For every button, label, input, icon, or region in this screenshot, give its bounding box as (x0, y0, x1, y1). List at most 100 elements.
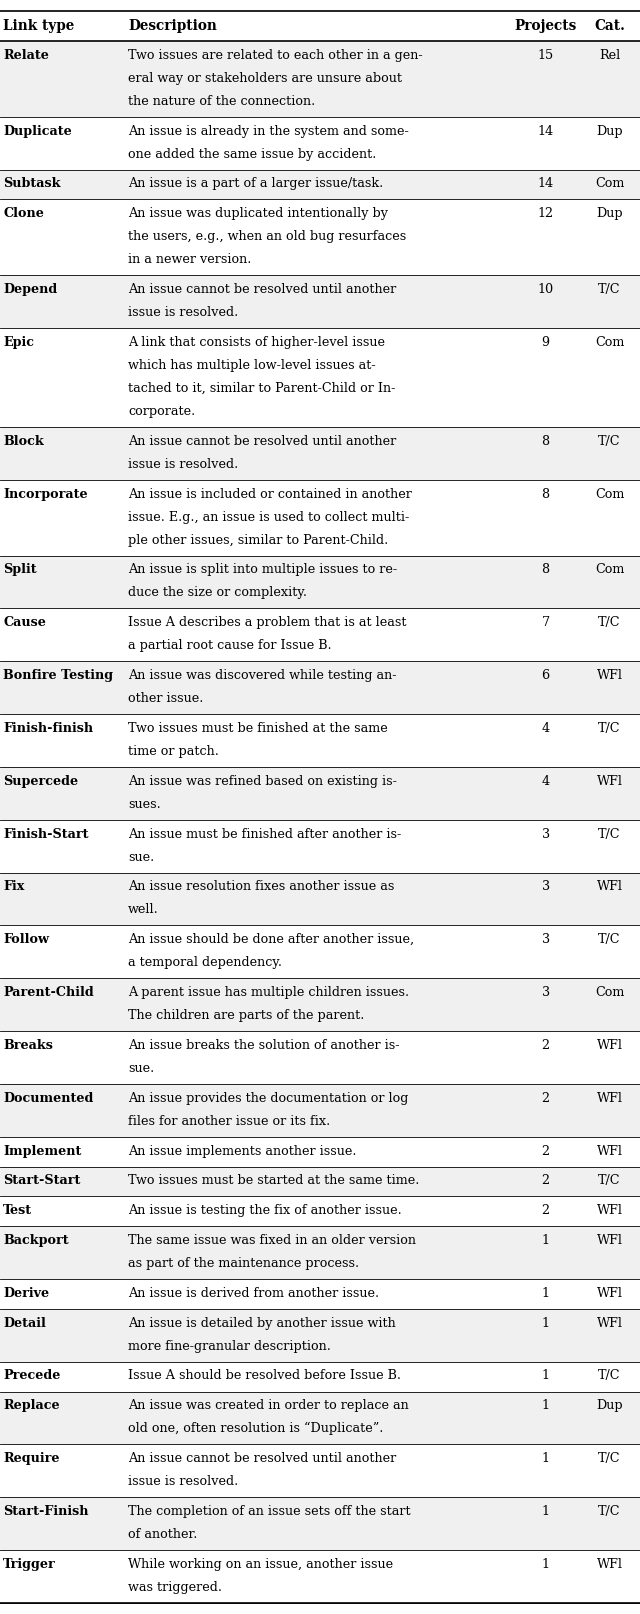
Bar (0, 328, 640, 428)
Text: eral way or stakeholders are unsure about: eral way or stakeholders are unsure abou… (128, 71, 402, 84)
Bar (0, 662, 640, 713)
Text: 12: 12 (538, 207, 554, 220)
Text: 15: 15 (538, 48, 554, 61)
Bar (0, 978, 640, 1031)
Text: Com: Com (595, 986, 624, 999)
Text: files for another issue or its fix.: files for another issue or its fix. (128, 1115, 330, 1128)
Text: Two issues must be finished at the same: Two issues must be finished at the same (128, 721, 388, 734)
Text: a partial root cause for Issue B.: a partial root cause for Issue B. (128, 639, 332, 652)
Text: tached to it, similar to Parent-Child or In-: tached to it, similar to Parent-Child or… (128, 383, 396, 395)
Text: An issue breaks the solution of another is-: An issue breaks the solution of another … (128, 1039, 399, 1052)
Text: 14: 14 (538, 124, 554, 137)
Text: Depend: Depend (3, 282, 58, 295)
Text: Implement: Implement (3, 1144, 81, 1157)
Text: other issue.: other issue. (128, 692, 204, 705)
Text: Cat.: Cat. (594, 19, 625, 32)
Text: 1: 1 (541, 1453, 550, 1466)
Text: issue. E.g., an issue is used to collect multi-: issue. E.g., an issue is used to collect… (128, 510, 409, 523)
Text: Com: Com (595, 336, 624, 349)
Text: issue is resolved.: issue is resolved. (128, 458, 238, 471)
Text: sue.: sue. (128, 851, 154, 863)
Text: Incorporate: Incorporate (3, 487, 88, 500)
Text: 2: 2 (541, 1204, 550, 1217)
Bar (0, 555, 640, 608)
Text: WFl: WFl (596, 1144, 623, 1157)
Text: Description: Description (128, 19, 217, 32)
Bar (0, 1549, 640, 1603)
Text: 1: 1 (541, 1504, 550, 1517)
Text: Block: Block (3, 434, 44, 447)
Text: Split: Split (3, 563, 37, 576)
Text: 7: 7 (541, 617, 550, 629)
Text: ple other issues, similar to Parent-Child.: ple other issues, similar to Parent-Chil… (128, 534, 388, 547)
Text: 1: 1 (541, 1286, 550, 1299)
Bar (0, 820, 640, 873)
Bar (0, 1031, 640, 1085)
Text: The completion of an issue sets off the start: The completion of an issue sets off the … (128, 1504, 411, 1517)
Text: Com: Com (595, 178, 624, 190)
Text: WFl: WFl (596, 775, 623, 788)
Text: 1: 1 (541, 1235, 550, 1248)
Text: WFl: WFl (596, 1235, 623, 1248)
Text: Dup: Dup (596, 124, 623, 137)
Text: Rel: Rel (599, 48, 620, 61)
Bar (0, 1309, 640, 1362)
Text: An issue is split into multiple issues to re-: An issue is split into multiple issues t… (128, 563, 397, 576)
Text: Issue A should be resolved before Issue B.: Issue A should be resolved before Issue … (128, 1369, 401, 1383)
Text: one added the same issue by accident.: one added the same issue by accident. (128, 147, 376, 160)
Text: Precede: Precede (3, 1369, 61, 1383)
Text: issue is resolved.: issue is resolved. (128, 1475, 238, 1488)
Text: Finish-Start: Finish-Start (3, 828, 89, 841)
Text: sue.: sue. (128, 1062, 154, 1075)
Text: T/C: T/C (598, 1504, 621, 1517)
Text: An issue cannot be resolved until another: An issue cannot be resolved until anothe… (128, 434, 396, 447)
Text: 3: 3 (541, 986, 550, 999)
Text: An issue was refined based on existing is-: An issue was refined based on existing i… (128, 775, 397, 788)
Text: was triggered.: was triggered. (128, 1580, 222, 1593)
Bar (0, 40, 640, 116)
Text: Epic: Epic (3, 336, 34, 349)
Text: The children are parts of the parent.: The children are parts of the parent. (128, 1009, 364, 1022)
Text: Subtask: Subtask (3, 178, 61, 190)
Text: WFl: WFl (596, 1091, 623, 1104)
Text: Follow: Follow (3, 933, 49, 946)
Text: 8: 8 (541, 487, 550, 500)
Bar (0, 1227, 640, 1278)
Bar (0, 1498, 640, 1549)
Text: A parent issue has multiple children issues.: A parent issue has multiple children iss… (128, 986, 409, 999)
Text: 9: 9 (541, 336, 550, 349)
Text: Clone: Clone (3, 207, 44, 220)
Bar (0, 873, 640, 925)
Text: 2: 2 (541, 1175, 550, 1188)
Text: Link type: Link type (3, 19, 74, 32)
Text: 4: 4 (541, 721, 550, 734)
Text: Two issues must be started at the same time.: Two issues must be started at the same t… (128, 1175, 419, 1188)
Bar (0, 11, 640, 40)
Text: WFl: WFl (596, 1204, 623, 1217)
Bar (0, 428, 640, 479)
Text: 8: 8 (541, 434, 550, 447)
Bar (0, 767, 640, 820)
Text: An issue resolution fixes another issue as: An issue resolution fixes another issue … (128, 880, 394, 893)
Bar (0, 200, 640, 276)
Text: Require: Require (3, 1453, 60, 1466)
Text: Replace: Replace (3, 1399, 60, 1412)
Text: old one, often resolution is “Duplicate”.: old one, often resolution is “Duplicate”… (128, 1422, 383, 1435)
Text: Com: Com (595, 563, 624, 576)
Text: An issue is testing the fix of another issue.: An issue is testing the fix of another i… (128, 1204, 402, 1217)
Bar (0, 1136, 640, 1167)
Text: Parent-Child: Parent-Child (3, 986, 94, 999)
Text: 3: 3 (541, 828, 550, 841)
Text: sues.: sues. (128, 797, 161, 810)
Text: which has multiple low-level issues at-: which has multiple low-level issues at- (128, 358, 376, 371)
Text: 1: 1 (541, 1558, 550, 1570)
Text: Breaks: Breaks (3, 1039, 53, 1052)
Text: T/C: T/C (598, 617, 621, 629)
Text: An issue cannot be resolved until another: An issue cannot be resolved until anothe… (128, 282, 396, 295)
Text: the users, e.g., when an old bug resurfaces: the users, e.g., when an old bug resurfa… (128, 231, 406, 244)
Text: An issue is a part of a larger issue/task.: An issue is a part of a larger issue/tas… (128, 178, 383, 190)
Bar (0, 479, 640, 555)
Text: Dup: Dup (596, 1399, 623, 1412)
Bar (0, 1362, 640, 1391)
Text: Projects: Projects (515, 19, 577, 32)
